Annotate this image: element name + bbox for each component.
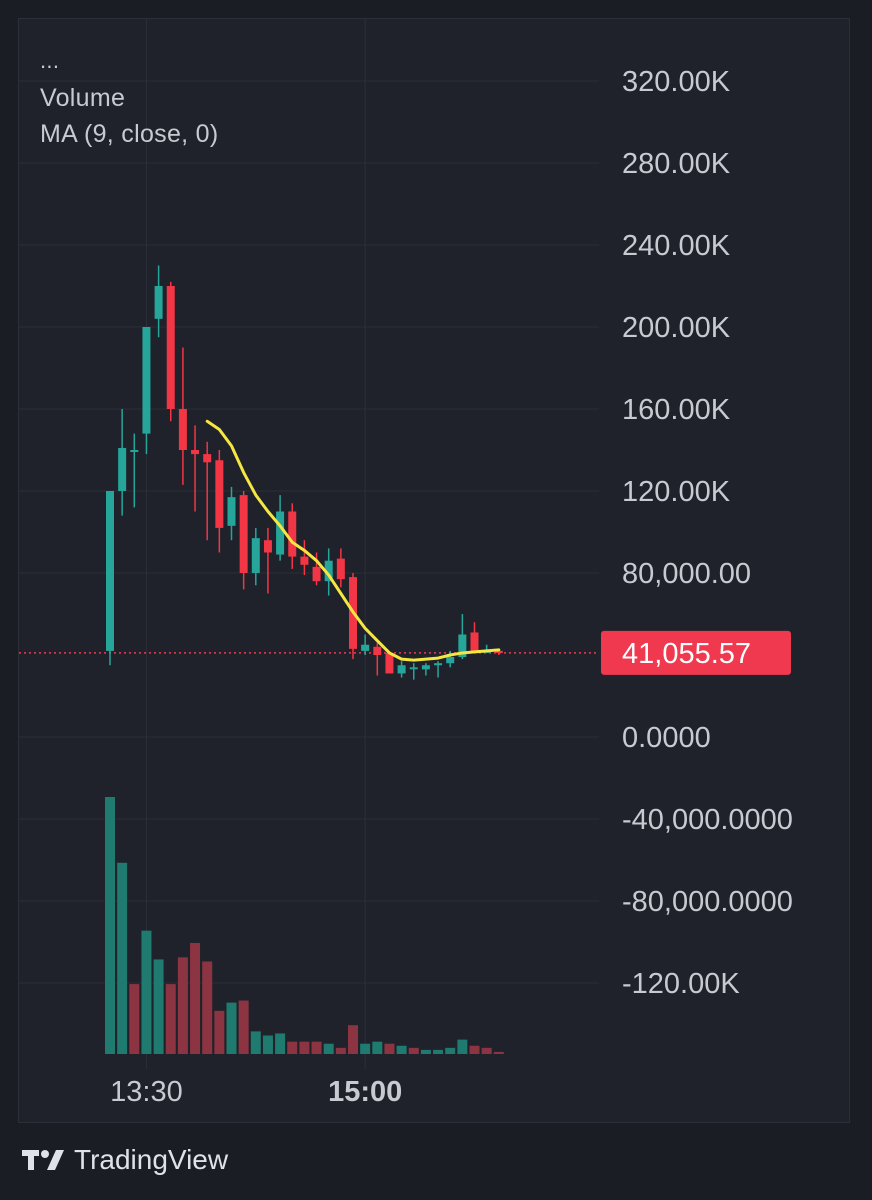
chart-panel[interactable]: 320.00K 280.00K 240.00K 200.00K 160.00K 120.0… bbox=[18, 18, 850, 1123]
price-tag: 41,055.57 bbox=[622, 638, 751, 670]
y-tick-label: 200.00K bbox=[622, 312, 731, 344]
legend-menu-dots[interactable]: ... bbox=[40, 48, 60, 73]
y-tick-label: 280.00K bbox=[622, 148, 731, 180]
candle-body bbox=[106, 491, 114, 651]
brand-name: TradingView bbox=[74, 1144, 229, 1175]
grid bbox=[19, 19, 599, 1069]
y-tick-label: -40,000.0000 bbox=[622, 804, 793, 836]
legend-volume[interactable]: Volume bbox=[40, 84, 126, 112]
candle-body bbox=[263, 540, 272, 553]
candle-body bbox=[203, 454, 212, 463]
candle-body bbox=[191, 450, 200, 455]
legend-ma[interactable]: MA (9, close, 0) bbox=[40, 120, 219, 148]
candle-body bbox=[142, 327, 151, 434]
volume-bar bbox=[287, 1041, 298, 1054]
volume-bar bbox=[445, 1047, 456, 1054]
volume-bar bbox=[250, 1031, 261, 1054]
candle-body bbox=[324, 560, 333, 582]
candle-body bbox=[300, 556, 309, 565]
candle-body bbox=[178, 409, 187, 450]
y-tick-label: -80,000.0000 bbox=[622, 886, 793, 918]
candle-body bbox=[312, 566, 321, 582]
candle-body bbox=[118, 447, 127, 491]
candle-body bbox=[276, 511, 285, 555]
volume-bar bbox=[384, 1043, 395, 1054]
volume-bar bbox=[141, 930, 152, 1054]
y-tick-label: 320.00K bbox=[622, 66, 731, 98]
volume-bar bbox=[433, 1049, 444, 1054]
moving-average bbox=[205, 419, 501, 662]
candle-body bbox=[361, 644, 370, 651]
candle-body bbox=[409, 667, 418, 670]
candle-body bbox=[336, 558, 345, 580]
volume-bar bbox=[262, 1035, 273, 1054]
volume-bar bbox=[105, 797, 115, 1054]
price-tag-background bbox=[601, 630, 791, 675]
volume-bar bbox=[372, 1041, 383, 1054]
volume-bar bbox=[348, 1025, 358, 1054]
candle-body bbox=[434, 663, 443, 666]
tradingview-brand[interactable]: TradingView bbox=[22, 1144, 228, 1176]
y-tick-label: 120.00K bbox=[622, 476, 731, 508]
volume-bar bbox=[275, 1033, 286, 1054]
volume-bar bbox=[214, 1010, 225, 1054]
ma-line bbox=[205, 419, 501, 662]
x-axis[interactable]: 13:30 15:00 bbox=[110, 1076, 402, 1108]
candle-body bbox=[397, 665, 406, 674]
candle-body bbox=[227, 497, 236, 526]
volume-bar bbox=[457, 1039, 468, 1054]
volume-bar bbox=[311, 1041, 322, 1054]
volume-bar bbox=[190, 942, 201, 1054]
candle-body bbox=[470, 632, 479, 651]
candle-body bbox=[288, 511, 297, 557]
volume-bar bbox=[420, 1049, 431, 1054]
candle-body bbox=[130, 450, 139, 452]
y-tick-label: -120.00K bbox=[622, 968, 740, 1000]
volume-bar bbox=[396, 1045, 407, 1054]
candle-body bbox=[239, 495, 248, 573]
candle-body bbox=[373, 646, 382, 655]
volume-bar bbox=[226, 1002, 237, 1054]
candle-body bbox=[458, 634, 467, 658]
y-tick-label: 160.00K bbox=[622, 394, 731, 426]
volume-bar bbox=[323, 1043, 334, 1054]
chart-canvas[interactable]: 320.00K 280.00K 240.00K 200.00K 160.00K 120.0… bbox=[19, 19, 851, 1124]
volume-bar bbox=[360, 1043, 371, 1054]
y-tick-label: 240.00K bbox=[622, 230, 731, 262]
volume-bar bbox=[408, 1047, 419, 1054]
tradingview-logo-icon bbox=[22, 1150, 64, 1170]
candle-body bbox=[251, 538, 260, 573]
price-tag-group: 41,055.57 bbox=[601, 630, 791, 675]
volume-bar bbox=[177, 957, 188, 1054]
x-tick-label: 15:00 bbox=[328, 1076, 402, 1108]
candle-body bbox=[385, 652, 394, 674]
x-tick-label: 13:30 bbox=[110, 1076, 183, 1108]
volume-bar bbox=[202, 961, 213, 1054]
volume-bar bbox=[238, 1000, 249, 1054]
candle-body bbox=[494, 650, 503, 653]
volume-bar bbox=[153, 959, 164, 1054]
volume-bars bbox=[105, 797, 504, 1054]
volume-bar bbox=[165, 984, 176, 1054]
candle-body bbox=[446, 657, 455, 664]
volume-bar bbox=[493, 1051, 504, 1054]
candle-body bbox=[166, 286, 175, 409]
volume-bar bbox=[481, 1047, 492, 1054]
y-tick-label: 0.0000 bbox=[622, 722, 711, 754]
volume-bar bbox=[299, 1041, 310, 1054]
volume-bar bbox=[335, 1047, 346, 1054]
candle-body bbox=[154, 286, 163, 319]
y-axis[interactable]: 320.00K 280.00K 240.00K 200.00K 160.00K 120.0… bbox=[622, 66, 793, 1000]
candle-body bbox=[421, 665, 430, 670]
candlesticks bbox=[106, 265, 503, 680]
volume-bar bbox=[129, 984, 140, 1054]
volume-bar bbox=[117, 862, 128, 1054]
volume-bar bbox=[469, 1045, 480, 1054]
y-tick-label: 80,000.00 bbox=[622, 558, 751, 590]
candle-body bbox=[215, 460, 224, 528]
